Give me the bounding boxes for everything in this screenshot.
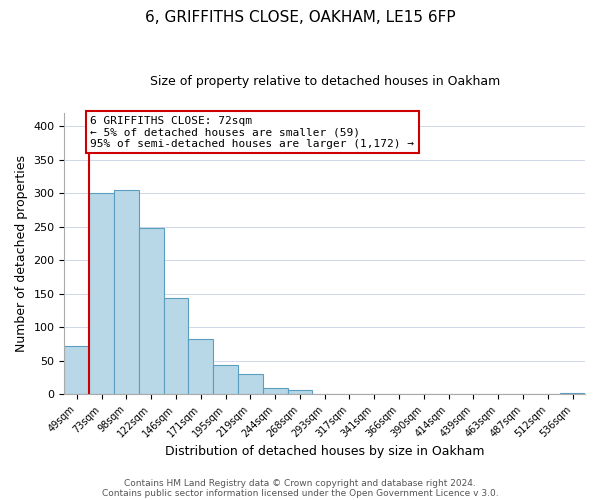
X-axis label: Distribution of detached houses by size in Oakham: Distribution of detached houses by size … [165, 444, 484, 458]
Bar [560, 393, 585, 394]
Text: Contains HM Land Registry data © Crown copyright and database right 2024.: Contains HM Land Registry data © Crown c… [124, 478, 476, 488]
Text: Contains public sector information licensed under the Open Government Licence v : Contains public sector information licen… [101, 488, 499, 498]
Text: 6, GRIFFITHS CLOSE, OAKHAM, LE15 6FP: 6, GRIFFITHS CLOSE, OAKHAM, LE15 6FP [145, 10, 455, 25]
Bar [238, 374, 263, 394]
Y-axis label: Number of detached properties: Number of detached properties [15, 155, 28, 352]
Text: 6 GRIFFITHS CLOSE: 72sqm
← 5% of detached houses are smaller (59)
95% of semi-de: 6 GRIFFITHS CLOSE: 72sqm ← 5% of detache… [91, 116, 415, 149]
Title: Size of property relative to detached houses in Oakham: Size of property relative to detached ho… [149, 75, 500, 88]
Bar [188, 340, 213, 394]
Bar [114, 190, 139, 394]
Bar [64, 346, 89, 395]
Bar [213, 366, 238, 394]
Bar [287, 390, 313, 394]
Bar [164, 298, 188, 394]
Bar [89, 193, 114, 394]
Bar [139, 228, 164, 394]
Bar [263, 388, 287, 394]
